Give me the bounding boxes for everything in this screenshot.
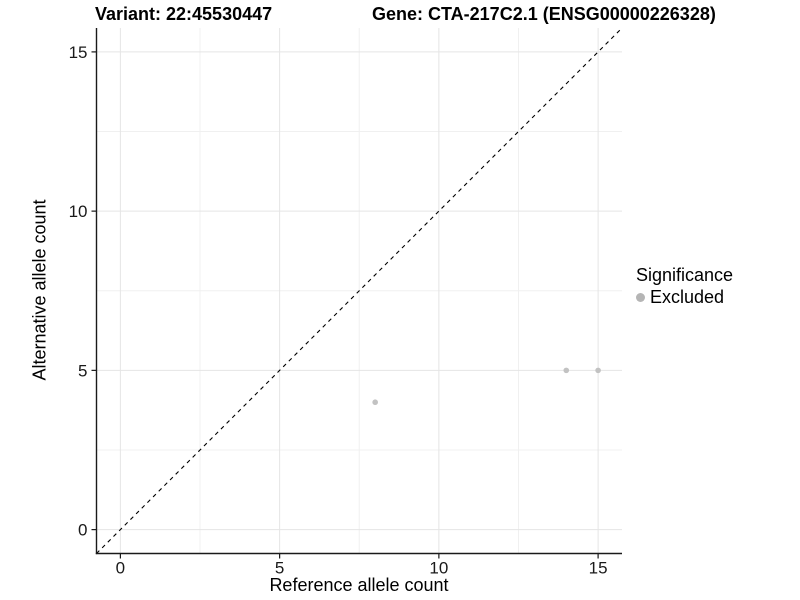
x-tick-label: 15 xyxy=(589,559,608,578)
x-axis-title: Reference allele count xyxy=(269,575,449,595)
excluded-point-icon xyxy=(636,292,645,302)
identity-dashed-line xyxy=(96,27,623,554)
legend: Significance Excluded xyxy=(636,264,733,307)
x-tick-label: 5 xyxy=(275,559,284,578)
gene-title: Gene: CTA-217C2.1 (ENSG00000226328) xyxy=(372,4,716,24)
y-tick-label: 15 xyxy=(69,43,88,62)
legend-title: Significance xyxy=(636,265,734,285)
data-point xyxy=(372,399,378,406)
data-point xyxy=(563,367,570,374)
x-tick-label: 10 xyxy=(429,559,448,578)
variant-title: Variant: 22:45530447 xyxy=(95,4,273,24)
y-tick-label: 10 xyxy=(69,202,88,221)
y-tick-label: 5 xyxy=(78,361,87,380)
x-tick-label: 0 xyxy=(116,559,125,578)
legend-item-excluded: Excluded xyxy=(636,287,733,307)
legend-item-label: Excluded xyxy=(650,287,725,307)
data-point xyxy=(595,367,601,374)
y-axis-title: Alternative allele count xyxy=(29,199,50,381)
y-tick-label: 0 xyxy=(78,521,87,540)
